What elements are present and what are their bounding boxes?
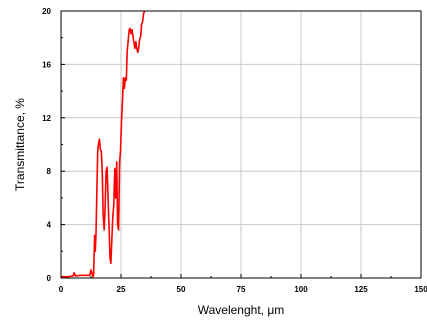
data-series [61,11,146,278]
x-tick-label: 0 [59,285,64,294]
y-tick-label: 20 [42,7,51,16]
x-tick-labels: 0 25 50 75 100 125 150 [59,285,427,294]
x-tick-label: 75 [237,285,246,294]
x-tick-label: 100 [294,285,308,294]
y-tick-labels: 0 4 8 12 16 20 [42,7,51,283]
grid-lines [61,11,421,278]
x-axis-label: Wavelenght, μm [198,303,285,317]
axis-ticks [60,10,422,279]
series-line [61,11,146,278]
y-tick-label: 16 [42,60,51,69]
x-tick-label: 25 [117,285,126,294]
y-tick-label: 12 [42,114,51,123]
y-tick-label: 8 [47,167,52,176]
y-tick-label: 4 [47,221,52,230]
y-tick-label: 0 [47,274,52,283]
x-tick-label: 150 [414,285,427,294]
x-tick-label: 125 [354,285,368,294]
y-axis-label: Transmittance, % [13,98,27,191]
x-tick-label: 50 [177,285,186,294]
